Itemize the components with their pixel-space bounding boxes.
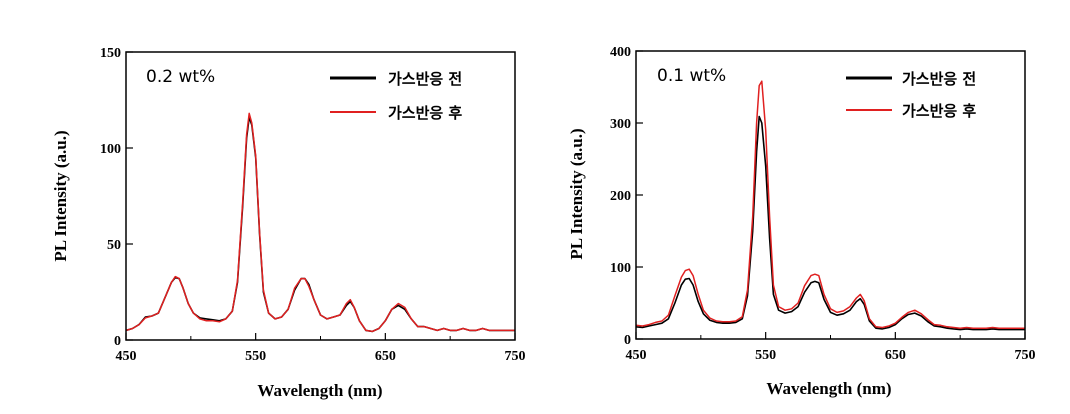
x-tick-label: 550 xyxy=(755,348,776,363)
series-line-after xyxy=(635,80,1025,329)
x-tick-label: 450 xyxy=(626,348,647,363)
y-tick-label: 400 xyxy=(610,45,631,60)
x-tick-label: 750 xyxy=(505,349,526,364)
y-tick-label: 300 xyxy=(610,117,631,132)
series-line-before xyxy=(125,116,515,333)
y-axis-label: PL Intensity (a.u.) xyxy=(51,130,70,261)
x-tick-label: 550 xyxy=(245,349,266,364)
y-tick-label: 50 xyxy=(107,238,121,253)
x-axis-label: Wavelength (nm) xyxy=(257,381,382,400)
y-tick-labels: 0 50 100 150 xyxy=(100,46,121,349)
chart-panel-1: PL Intensity (a.u.) Wavelength (nm) 0 100… xyxy=(567,45,1036,398)
y-tick-label: 100 xyxy=(100,142,121,157)
legend-label-after: 가스반응 후 xyxy=(902,102,976,120)
x-tick-label: 750 xyxy=(1015,348,1036,363)
sample-annotation: 0.1 wt% xyxy=(657,66,726,86)
y-tick-labels: 0 100 200 300 400 xyxy=(610,45,631,348)
x-tick-labels: 450 550 650 750 xyxy=(116,349,526,364)
sample-annotation: 0.2 wt% xyxy=(146,67,215,87)
y-tick-label: 100 xyxy=(610,261,631,276)
legend-label-before: 가스반응 전 xyxy=(388,70,462,88)
chart-panel-0: PL Intensity (a.u.) Wavelength (nm) 0 50 1… xyxy=(51,46,526,400)
legend: 가스반응 전 가스반응 후 xyxy=(846,70,976,120)
plot-frame xyxy=(125,51,516,341)
x-tick-label: 450 xyxy=(116,349,137,364)
x-tick-label: 650 xyxy=(375,349,396,364)
series-line-before xyxy=(635,115,1025,331)
y-tick-label: 200 xyxy=(610,189,631,204)
legend-label-before: 가스반응 전 xyxy=(902,70,976,88)
x-tick-label: 650 xyxy=(885,348,906,363)
ticks xyxy=(125,51,516,341)
legend-label-after: 가스반응 후 xyxy=(388,104,462,122)
y-tick-label: 150 xyxy=(100,46,121,61)
series-line-after xyxy=(125,112,515,333)
plot-lines xyxy=(125,112,515,333)
y-axis-label: PL Intensity (a.u.) xyxy=(567,128,586,259)
plot-lines xyxy=(635,80,1025,331)
ticks xyxy=(635,50,1026,340)
x-axis-label: Wavelength (nm) xyxy=(766,379,891,398)
x-tick-labels: 450 550 650 750 xyxy=(626,348,1036,363)
legend: 가스반응 전 가스반응 후 xyxy=(330,70,462,122)
y-tick-label: 0 xyxy=(624,333,631,348)
y-tick-label: 0 xyxy=(114,334,121,349)
plot-frame xyxy=(635,50,1026,340)
